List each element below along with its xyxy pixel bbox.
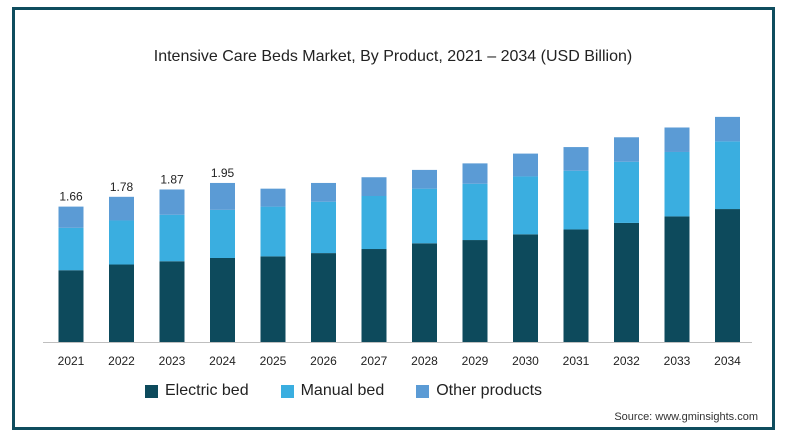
bar-other-products-2021 bbox=[58, 206, 84, 228]
bar-electric-bed-2021 bbox=[58, 270, 84, 342]
bar-electric-bed-2022 bbox=[109, 264, 134, 342]
x-tick-label-2021: 2021 bbox=[58, 354, 85, 368]
data-label-2023: 1.87 bbox=[160, 172, 184, 186]
bar-manual-bed-2034 bbox=[715, 141, 740, 210]
bar-manual-bed-2029 bbox=[462, 183, 488, 241]
bar-other-products-2028 bbox=[412, 169, 437, 189]
bar-manual-bed-2022 bbox=[109, 220, 134, 265]
legend-swatch-manual-bed bbox=[280, 384, 294, 398]
bar-other-products-2029 bbox=[462, 163, 488, 184]
bar-electric-bed-2026 bbox=[311, 253, 336, 342]
bar-electric-bed-2025 bbox=[260, 256, 286, 342]
bar-manual-bed-2032 bbox=[614, 161, 639, 223]
x-tick-label-2027: 2027 bbox=[361, 354, 388, 368]
legend-label-manual-bed: Manual bed bbox=[300, 382, 385, 399]
bar-manual-bed-2033 bbox=[664, 151, 690, 217]
legend: Electric bed Manual bed Other products bbox=[145, 382, 574, 400]
legend-swatch-electric-bed bbox=[145, 384, 158, 398]
chart-title: Intensive Care Beds Market, By Product, … bbox=[153, 48, 633, 65]
x-tick-label-2028: 2028 bbox=[411, 354, 438, 368]
legend-label-other-products: Other products bbox=[436, 382, 543, 399]
bar-electric-bed-2029 bbox=[462, 240, 488, 342]
x-tick-label-2025: 2025 bbox=[260, 354, 287, 368]
chart-frame bbox=[12, 7, 775, 430]
bar-electric-bed-2024 bbox=[210, 257, 235, 342]
bar-electric-bed-2030 bbox=[513, 234, 538, 342]
legend-item-electric-bed: Electric bed bbox=[145, 382, 249, 400]
bar-manual-bed-2030 bbox=[513, 176, 538, 235]
source-note: Source: www.gminsights.com bbox=[614, 411, 758, 423]
data-label-2021: 1.66 bbox=[59, 190, 83, 204]
legend-swatch-other-products bbox=[416, 384, 430, 398]
bar-electric-bed-2028 bbox=[412, 243, 437, 342]
x-tick-label-2022: 2022 bbox=[108, 354, 135, 368]
x-tick-label-2033: 2033 bbox=[664, 354, 691, 368]
bar-other-products-2025 bbox=[260, 188, 286, 207]
bar-electric-bed-2034 bbox=[715, 209, 740, 342]
x-tick-label-2031: 2031 bbox=[563, 354, 590, 368]
bar-electric-bed-2027 bbox=[361, 249, 387, 342]
bar-other-products-2034 bbox=[715, 116, 740, 142]
bar-other-products-2026 bbox=[311, 182, 336, 202]
bar-electric-bed-2031 bbox=[563, 229, 589, 342]
bar-manual-bed-2026 bbox=[311, 201, 336, 254]
bar-manual-bed-2021 bbox=[58, 227, 84, 271]
x-tick-label-2032: 2032 bbox=[613, 354, 640, 368]
bar-other-products-2031 bbox=[563, 147, 589, 171]
bar-electric-bed-2032 bbox=[614, 222, 639, 342]
x-tick-label-2034: 2034 bbox=[714, 354, 741, 368]
legend-item-other-products: Other products bbox=[416, 382, 542, 400]
bar-manual-bed-2024 bbox=[210, 209, 235, 258]
x-tick-label-2024: 2024 bbox=[209, 354, 236, 368]
bar-other-products-2024 bbox=[210, 182, 235, 210]
bar-electric-bed-2023 bbox=[159, 261, 185, 342]
bar-manual-bed-2028 bbox=[412, 188, 437, 244]
data-label-2024: 1.95 bbox=[211, 166, 235, 180]
x-tick-label-2030: 2030 bbox=[512, 354, 539, 368]
bar-manual-bed-2023 bbox=[159, 214, 185, 262]
bar-other-products-2030 bbox=[513, 153, 538, 177]
x-tick-label-2029: 2029 bbox=[462, 354, 489, 368]
data-label-2022: 1.78 bbox=[110, 180, 134, 194]
bar-electric-bed-2033 bbox=[664, 216, 690, 342]
bar-manual-bed-2031 bbox=[563, 170, 589, 230]
bar-other-products-2032 bbox=[614, 137, 639, 162]
x-tick-label-2023: 2023 bbox=[159, 354, 186, 368]
legend-label-electric-bed: Electric bed bbox=[165, 382, 249, 399]
bar-other-products-2033 bbox=[664, 127, 690, 152]
bar-other-products-2022 bbox=[109, 196, 134, 221]
x-tick-label-2026: 2026 bbox=[310, 354, 337, 368]
bar-manual-bed-2025 bbox=[260, 206, 286, 257]
bar-other-products-2027 bbox=[361, 177, 387, 197]
bar-manual-bed-2027 bbox=[361, 196, 387, 250]
legend-item-manual-bed: Manual bed bbox=[280, 382, 385, 400]
bar-other-products-2023 bbox=[159, 189, 185, 215]
